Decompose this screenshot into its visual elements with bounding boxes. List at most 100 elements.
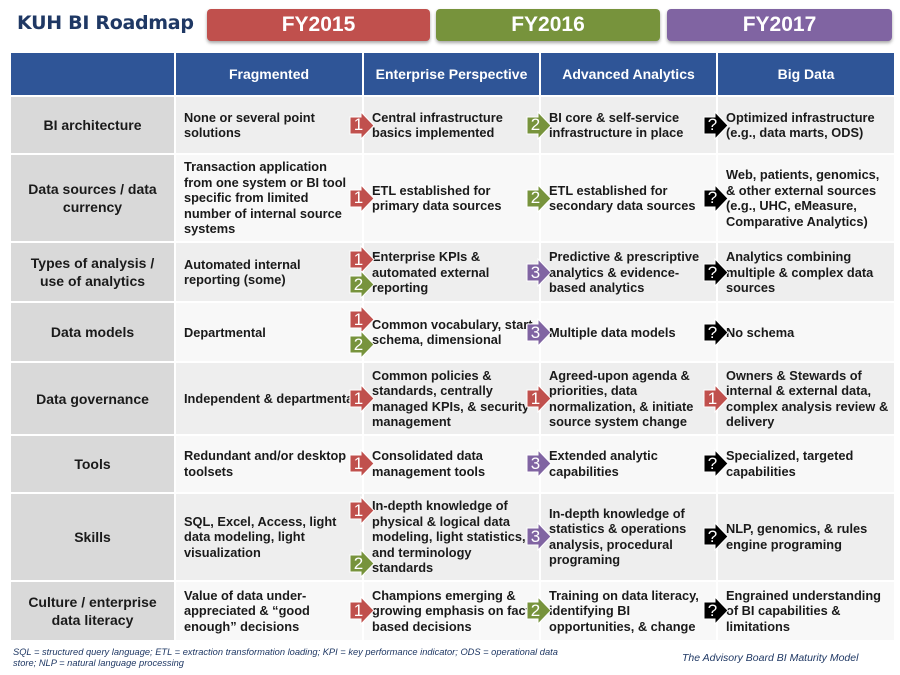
cell-advanced-analytics: Agreed-upon agenda & priorities, data no… — [539, 361, 729, 436]
stage-3-arrow-icon: 3 — [526, 317, 552, 347]
cell-text: Specialized, targeted capabilities — [726, 448, 854, 479]
arrow-label: 2 — [530, 188, 541, 208]
cell-text: Analytics combining multiple & complex d… — [726, 249, 874, 296]
stage-1-arrow-icon: 1 — [349, 183, 375, 213]
stage-2-arrow-icon: 2 — [349, 270, 375, 300]
arrow-label: 1 — [353, 310, 364, 330]
cell-advanced-analytics: Predictive & prescriptive analytics & ev… — [539, 241, 729, 304]
cell-text: Transaction application from one system … — [184, 159, 347, 237]
cell-text: No schema — [726, 324, 795, 340]
row-data-governance: Data governance Independent & departmenta… — [9, 361, 896, 436]
fy2016-banner: FY2016 — [436, 9, 660, 41]
arrow-label: 1 — [530, 388, 541, 408]
cell-text: Independent & departmental — [184, 390, 357, 406]
fy2017-banner: FY2017 — [667, 9, 892, 41]
cell-text: In-depth knowledge of physical & logical… — [372, 498, 526, 576]
arrow-label: 1 — [353, 188, 364, 208]
arrow-label: 2 — [353, 335, 364, 355]
source-note: The Advisory Board BI Maturity Model — [682, 652, 859, 664]
cell-text: In-depth knowledge of statistics & opera… — [549, 505, 687, 568]
header-row: Fragmented Enterprise Perspective Advanc… — [9, 51, 896, 97]
cell-fragmented: Value of data under-appreciated & “good … — [174, 579, 375, 643]
stage-1-arrow-icon: 1 — [349, 384, 375, 414]
cell-enterprise-perspective: Enterprise KPIs & automated external rep… — [362, 241, 552, 304]
cell-big-data: Analytics combining multiple & complex d… — [716, 241, 896, 304]
stage-1-arrow-icon: 1 — [349, 245, 375, 275]
cell-fragmented: Automated internal reporting (some) 1 2 — [174, 241, 375, 304]
stage-2-arrow-icon: 2 — [526, 596, 552, 626]
stage-2-arrow-icon: 2 — [526, 183, 552, 213]
cell-big-data: Optimized infrastructure (e.g., data mar… — [716, 94, 896, 156]
cell-enterprise-perspective: Common vocabulary, start schema, dimensi… — [362, 301, 552, 364]
cell-text: Training on data literacy, identifying B… — [549, 587, 699, 634]
cell-text: Common policies & standards, centrally m… — [372, 367, 530, 430]
cell-text: NLP, genomics, & rules engine programing — [726, 521, 868, 552]
arrow-label: ? — [707, 527, 718, 547]
cell-big-data: No schema — [716, 301, 896, 364]
stage-1-arrow-icon: 1 — [703, 384, 729, 414]
stage-1-arrow-icon: 1 — [349, 449, 375, 479]
arrow-label: ? — [707, 188, 718, 208]
header-enterprise-perspective: Enterprise Perspective — [362, 51, 541, 97]
arrow-label: ? — [707, 262, 718, 282]
cell-fragmented: Departmental 1 2 — [174, 301, 375, 364]
row-data-sources: Data sources / data currency Transaction … — [9, 153, 896, 244]
arrow-label: 3 — [530, 322, 541, 342]
cell-text: BI core & self-service infrastructure in… — [549, 109, 684, 141]
arrow-label: ? — [707, 601, 718, 621]
stage-1-arrow-icon: 1 — [349, 495, 375, 525]
cell-text: Champions emerging & growing emphasis on… — [372, 587, 535, 634]
cell-text: None or several point solutions — [184, 109, 315, 141]
arrow-label: ? — [707, 453, 718, 473]
row-label: Types of analysis / use of analytics — [9, 241, 176, 304]
row-label: Tools — [9, 433, 176, 494]
arrow-label: 1 — [707, 388, 718, 408]
arrow-label: ? — [707, 115, 718, 135]
question-arrow-icon: ? — [703, 596, 729, 626]
question-arrow-icon: ? — [703, 183, 729, 213]
arrow-label: 3 — [530, 453, 541, 473]
arrow-label: 2 — [353, 275, 364, 295]
cell-text: Departmental — [184, 324, 266, 340]
cell-text: ETL established for primary data sources — [372, 182, 502, 214]
cell-fragmented: SQL, Excel, Access, light data modeling,… — [174, 491, 375, 582]
fy2015-banner: FY2015 — [207, 9, 430, 41]
cell-text: Optimized infrastructure (e.g., data mar… — [726, 109, 875, 141]
cell-big-data: Specialized, targeted capabilities — [716, 433, 896, 494]
page-title: KUH BI Roadmap — [17, 12, 194, 34]
row-skills: Skills SQL, Excel, Access, light data mod… — [9, 491, 896, 582]
cell-advanced-analytics: ETL established for secondary data sourc… — [539, 153, 729, 244]
row-types-of-analysis: Types of analysis / use of analytics Auto… — [9, 241, 896, 304]
cell-text: Value of data under-appreciated & “good … — [184, 587, 310, 634]
stage-3-arrow-icon: 3 — [526, 257, 552, 287]
cell-text: Agreed-upon agenda & priorities, data no… — [549, 367, 694, 430]
cell-big-data: Owners & Stewards of internal & external… — [716, 361, 896, 436]
header-fragmented: Fragmented — [174, 51, 364, 97]
question-arrow-icon: ? — [703, 110, 729, 140]
cell-text: Enterprise KPIs & automated external rep… — [372, 249, 490, 296]
cell-advanced-analytics: Training on data literacy, identifying B… — [539, 579, 729, 643]
cell-text: Predictive & prescriptive analytics & ev… — [549, 249, 700, 296]
row-label: Skills — [9, 491, 176, 582]
row-label: Data models — [9, 301, 176, 364]
row-bi-architecture: BI architecture None or several point sol… — [9, 94, 896, 156]
stage-1-arrow-icon: 1 — [349, 305, 375, 335]
arrow-label: 1 — [353, 453, 364, 473]
cell-text: Central infrastructure basics implemente… — [372, 109, 503, 141]
row-tools: Tools Redundant and/or desktop toolsets 1 C… — [9, 433, 896, 494]
roadmap-table: Fragmented Enterprise Perspective Advanc… — [9, 51, 896, 643]
stage-1-arrow-icon: 1 — [526, 384, 552, 414]
stage-3-arrow-icon: 3 — [526, 522, 552, 552]
arrow-label: 2 — [353, 553, 364, 573]
cell-text: ETL established for secondary data sourc… — [549, 182, 696, 214]
arrow-label: ? — [707, 322, 718, 342]
cell-advanced-analytics: Extended analytic capabilities? — [539, 433, 729, 494]
row-label: BI architecture — [9, 94, 176, 156]
row-label: Data governance — [9, 361, 176, 436]
question-arrow-icon: ? — [703, 317, 729, 347]
stage-1-arrow-icon: 1 — [349, 596, 375, 626]
stage-2-arrow-icon: 2 — [349, 548, 375, 578]
header-big-data: Big Data — [716, 51, 896, 97]
cell-advanced-analytics: BI core & self-service infrastructure in… — [539, 94, 729, 156]
question-arrow-icon: ? — [703, 449, 729, 479]
